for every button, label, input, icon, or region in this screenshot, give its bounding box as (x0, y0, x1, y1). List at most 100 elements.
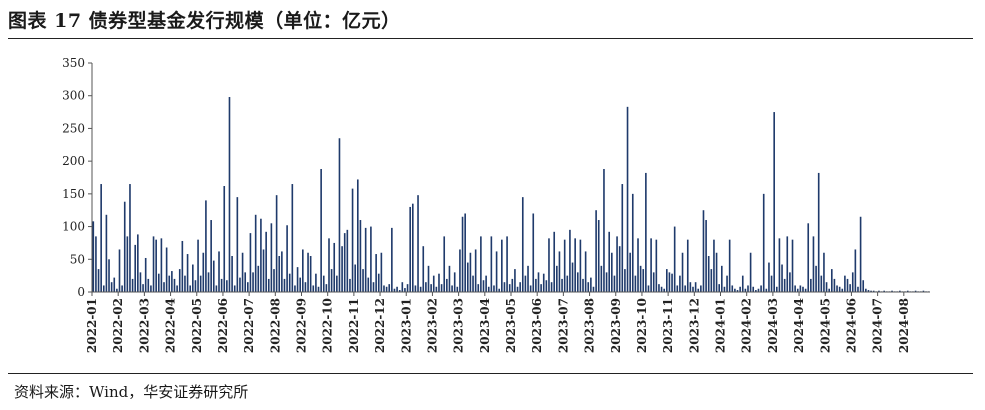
x-tick-label: 2023-02 (425, 298, 439, 353)
x-tick-label: 2023-07 (556, 298, 570, 353)
bar (414, 285, 417, 292)
x-tick-label: 2023-08 (583, 298, 597, 353)
bar (440, 284, 443, 292)
bar (521, 197, 524, 292)
x-tick-label: 2023-06 (530, 298, 544, 353)
bar (281, 251, 283, 292)
bar (673, 226, 676, 292)
bar (545, 280, 548, 292)
bar (411, 203, 414, 292)
x-tick-label: 2024-01 (714, 298, 728, 353)
bar (443, 236, 446, 292)
bar (812, 236, 815, 292)
bar (694, 282, 697, 292)
bar (338, 138, 341, 292)
bar (186, 254, 189, 292)
bar (192, 264, 194, 292)
bar (254, 214, 257, 292)
bar (700, 285, 702, 292)
bar (315, 273, 317, 292)
bar (391, 227, 393, 292)
x-tick-label: 2022-01 (85, 298, 99, 353)
x-tick-label: 2024-06 (844, 298, 858, 353)
x-axis: 2022-01 2022-02 2022-03 2022-04 2022-05 2022-… (85, 291, 930, 353)
bar (728, 239, 731, 292)
bar (849, 284, 851, 292)
x-tick-label: 2024-07 (871, 298, 885, 353)
bar (142, 284, 144, 292)
bar (511, 278, 514, 292)
bar (828, 288, 830, 292)
x-tick-label: 2024-04 (792, 298, 806, 353)
bar (92, 221, 95, 292)
bar (867, 290, 870, 292)
bar (152, 236, 155, 292)
bar (247, 282, 249, 292)
bar (626, 106, 629, 292)
bar (207, 272, 210, 292)
bar (569, 229, 571, 292)
bar (495, 251, 498, 292)
bar (810, 278, 812, 292)
bar (425, 282, 427, 292)
bar (731, 285, 734, 292)
bar (514, 269, 516, 292)
bar (762, 193, 765, 292)
bar (131, 278, 134, 292)
bar (736, 290, 739, 292)
bar (317, 286, 320, 292)
bar (710, 269, 713, 292)
bar (624, 269, 626, 292)
bar (741, 275, 744, 292)
bar (838, 286, 841, 292)
x-tick-label: 2022-03 (137, 298, 151, 353)
bar (249, 233, 252, 292)
bar (647, 285, 650, 292)
bar (584, 251, 587, 292)
bar (865, 288, 867, 292)
bar (773, 112, 775, 292)
bar (783, 278, 786, 292)
bar (257, 265, 260, 292)
bar (655, 239, 658, 292)
bar (749, 252, 752, 292)
bar (100, 184, 102, 292)
bar (878, 290, 880, 292)
bar (859, 216, 862, 292)
bar (846, 278, 849, 292)
bar (417, 195, 419, 292)
bar (734, 288, 736, 292)
bar (576, 272, 579, 292)
bar (466, 262, 469, 292)
bar (752, 286, 755, 292)
bar (482, 280, 485, 292)
bar (409, 206, 411, 292)
x-tick-label: 2022-07 (242, 298, 256, 353)
bar (516, 286, 519, 292)
bar (427, 265, 430, 292)
bar (825, 282, 828, 292)
y-tick-label: 150 (62, 187, 85, 201)
bar (830, 269, 833, 292)
bar (786, 236, 789, 292)
bar (147, 278, 150, 292)
x-tick-label: 2022-04 (164, 298, 178, 353)
x-tick-label: 2023-09 (609, 298, 623, 353)
bar (529, 285, 532, 292)
bar (116, 288, 118, 292)
bar (328, 238, 330, 292)
bar (377, 273, 380, 292)
bar (372, 282, 375, 292)
bar (595, 210, 597, 292)
bar (498, 288, 501, 292)
bar (493, 285, 495, 292)
bar (744, 288, 747, 292)
bar (702, 210, 705, 292)
bar (322, 275, 325, 292)
bar (618, 246, 621, 292)
bar (605, 272, 608, 292)
bar (600, 265, 603, 292)
bar (906, 290, 909, 292)
y-tick-label: 350 (62, 56, 85, 70)
bar (558, 251, 561, 292)
